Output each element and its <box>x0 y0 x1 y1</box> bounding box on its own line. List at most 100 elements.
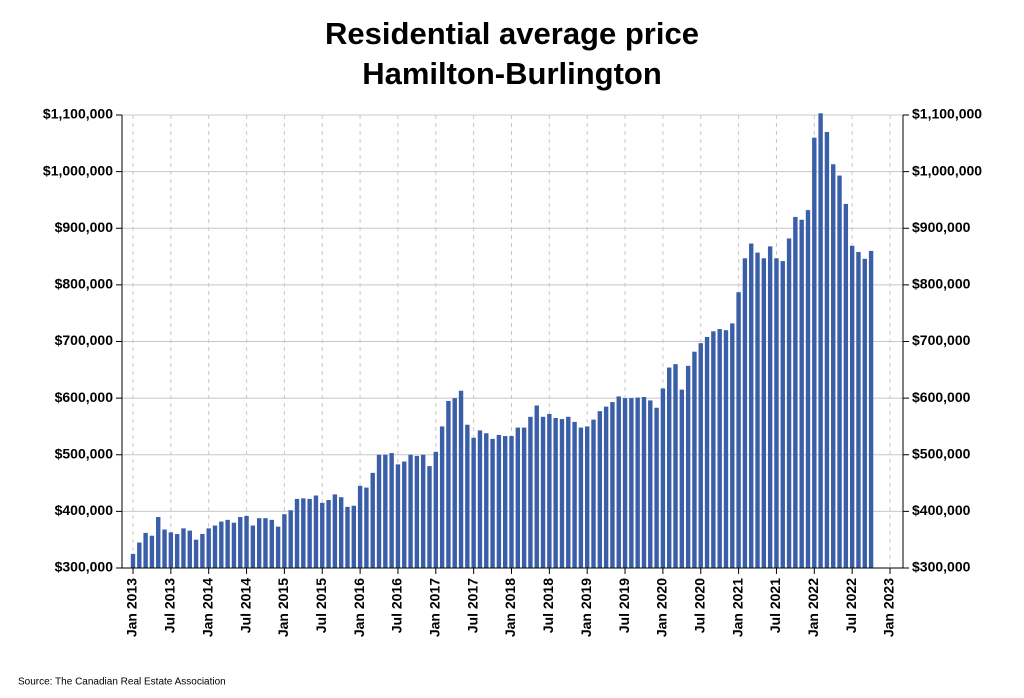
bar <box>338 497 344 568</box>
bar <box>629 398 634 568</box>
bar <box>805 210 811 568</box>
bar <box>238 517 243 568</box>
bar <box>717 329 722 568</box>
bar <box>559 419 565 568</box>
bar <box>597 411 603 568</box>
bar <box>673 364 678 568</box>
bar <box>364 487 369 568</box>
y2-tick-label: $1,000,000 <box>912 162 982 178</box>
bar <box>534 405 539 568</box>
x-tick-label: Jan 2021 <box>729 578 745 637</box>
bar <box>307 498 312 568</box>
bar <box>414 455 420 568</box>
bar <box>812 137 817 568</box>
bar <box>225 519 230 568</box>
bar <box>553 417 558 568</box>
bar <box>521 427 527 568</box>
bar <box>156 517 161 568</box>
x-tick-label: Jan 2013 <box>124 578 140 637</box>
y2-tick-label: $800,000 <box>912 276 971 292</box>
bar <box>326 500 331 568</box>
bar <box>591 419 596 568</box>
bar <box>502 436 508 568</box>
bar <box>868 250 874 568</box>
bar <box>755 252 760 568</box>
bar <box>484 433 489 568</box>
x-tick-label: Jul 2017 <box>464 578 480 633</box>
bar <box>168 532 174 568</box>
chart-title: Residential average price <box>325 16 699 51</box>
bar <box>452 398 457 568</box>
x-tick-label: Jan 2015 <box>275 578 291 637</box>
bar <box>275 526 281 568</box>
bar <box>256 518 262 568</box>
bar <box>585 426 590 568</box>
bar <box>294 498 300 568</box>
bar <box>515 427 521 568</box>
bar <box>181 528 186 568</box>
bar <box>149 535 155 568</box>
bar <box>793 216 798 569</box>
y2-tick-label: $400,000 <box>912 502 971 518</box>
x-tick-label: Jan 2019 <box>578 578 594 637</box>
bar <box>730 323 735 568</box>
bar <box>351 505 356 568</box>
y2-tick-label: $300,000 <box>912 559 971 575</box>
bar <box>231 522 237 568</box>
bar <box>490 438 495 568</box>
bar <box>667 367 672 568</box>
bar <box>263 518 268 568</box>
bar <box>654 407 659 568</box>
y-tick-label: $1,000,000 <box>43 162 113 178</box>
bar <box>389 453 394 568</box>
bar <box>439 426 445 568</box>
bar <box>622 398 628 568</box>
bar <box>509 436 514 568</box>
bar <box>849 245 855 568</box>
bar <box>685 365 691 568</box>
bar <box>137 542 142 568</box>
y2-tick-label: $1,100,000 <box>912 106 982 122</box>
bar <box>477 430 483 568</box>
bar <box>711 331 716 568</box>
bar <box>301 498 306 568</box>
bar <box>471 437 476 568</box>
bar <box>187 530 192 568</box>
bar <box>219 521 224 568</box>
bar <box>193 539 199 568</box>
bar <box>376 454 382 568</box>
bar <box>824 131 830 569</box>
bar <box>282 514 287 568</box>
bar <box>357 485 363 568</box>
bar <box>395 464 401 568</box>
bar <box>320 502 325 568</box>
bar <box>578 427 584 568</box>
bar <box>250 525 256 568</box>
bar <box>572 421 577 568</box>
bar <box>635 397 640 568</box>
y2-tick-label: $500,000 <box>912 445 971 461</box>
bar <box>313 495 319 568</box>
bar <box>843 203 849 568</box>
x-tick-label: Jul 2019 <box>616 578 632 633</box>
bar <box>692 351 697 568</box>
y2-tick-label: $900,000 <box>912 219 971 235</box>
bar <box>767 246 773 568</box>
bar <box>862 258 867 568</box>
bar <box>818 113 823 569</box>
y-tick-label: $600,000 <box>55 389 114 405</box>
bar <box>831 164 836 569</box>
source-note: Source: The Canadian Real Estate Associa… <box>18 677 226 688</box>
x-tick-label: Jul 2020 <box>691 578 707 633</box>
x-tick-label: Jan 2014 <box>199 578 215 637</box>
bar <box>200 534 205 568</box>
bar <box>837 175 842 568</box>
x-tick-label: Jul 2021 <box>767 578 783 633</box>
bar <box>370 472 375 568</box>
bar <box>603 406 609 568</box>
y2-tick-label: $600,000 <box>912 389 971 405</box>
y-tick-label: $1,100,000 <box>43 106 113 122</box>
bar <box>749 243 754 568</box>
x-tick-label: Jul 2015 <box>313 578 329 633</box>
